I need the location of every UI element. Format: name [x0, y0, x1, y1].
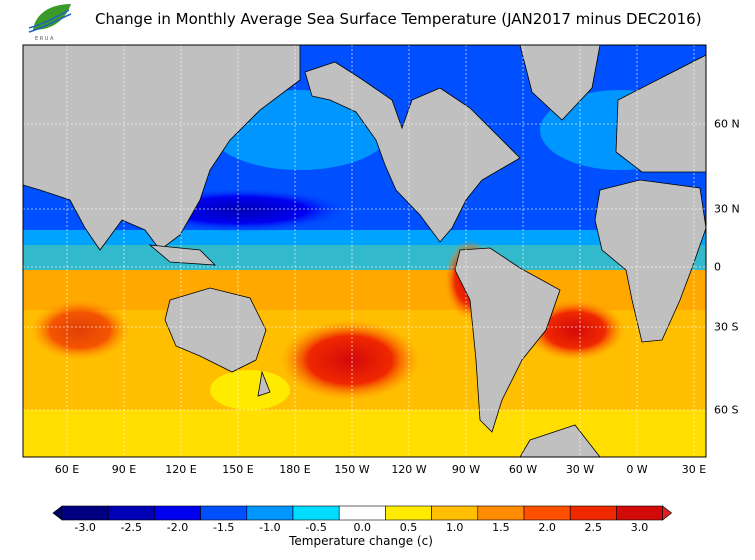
colorbar-swatch — [154, 505, 201, 521]
lat-label: 0 — [714, 260, 721, 274]
colorbar-under-arrow — [52, 505, 63, 521]
leaf-logo: E R U A — [28, 4, 72, 42]
lat-label: 60 N — [714, 117, 740, 131]
lat-label: 60 S — [714, 403, 739, 417]
colorbar-swatch — [61, 505, 109, 521]
colorbar-swatch — [569, 505, 617, 521]
lat-label: 30 S — [714, 320, 739, 334]
colorbar-swatch — [477, 505, 525, 521]
colorbar-label: 1.5 — [492, 521, 510, 534]
colorbar-title: Temperature change (c) — [289, 534, 433, 548]
colorbar-swatch — [246, 505, 294, 521]
graticule — [23, 45, 706, 457]
lon-label: 90 W — [451, 463, 481, 476]
colorbar-swatch — [200, 505, 248, 521]
colorbar-label: -0.5 — [305, 521, 327, 534]
colorbar-swatch — [616, 505, 663, 521]
lon-label: 150 E — [222, 463, 254, 476]
colorbar-label: 0.0 — [353, 521, 372, 534]
logo-text: E R U A — [35, 36, 54, 42]
colorbar-label: -3.0 — [74, 521, 96, 534]
lon-label: 60 W — [508, 463, 538, 476]
colorbar-swatch — [385, 505, 432, 521]
colorbar-over-arrow — [662, 505, 673, 521]
colorbar-label: -2.5 — [120, 521, 143, 534]
colorbar-label: 2.5 — [584, 521, 603, 534]
lon-label: 0 W — [626, 463, 648, 476]
colorbar-swatch — [523, 505, 571, 521]
lon-label: 150 W — [334, 463, 370, 476]
colorbar-label: 0.5 — [399, 521, 418, 534]
colorbar-label: 3.0 — [630, 521, 649, 534]
lon-label: 30 E — [681, 463, 707, 476]
colorbar-swatch — [431, 505, 479, 521]
land — [23, 45, 706, 457]
lon-label: 120 W — [391, 463, 427, 476]
colorbar-swatch — [107, 505, 155, 521]
map-field — [23, 45, 706, 457]
lon-label: 90 E — [111, 463, 137, 476]
lon-label: 180 E — [279, 463, 311, 476]
lat-label: 30 N — [714, 202, 740, 216]
lon-label: 60 E — [54, 463, 80, 476]
colorbar-label: -1.0 — [259, 521, 281, 534]
colorbar-label: -1.5 — [212, 521, 235, 534]
lon-label: 30 W — [565, 463, 595, 476]
colorbar — [52, 505, 673, 521]
map-title: Change in Monthly Average Sea Surface Te… — [95, 10, 702, 28]
colorbar-label: -2.0 — [166, 521, 189, 534]
colorbar-label: 2.0 — [538, 521, 556, 534]
colorbar-swatch — [338, 505, 386, 521]
colorbar-swatch — [292, 505, 340, 521]
colorbar-label: 1.0 — [445, 521, 464, 534]
lon-label: 120 E — [165, 463, 197, 476]
